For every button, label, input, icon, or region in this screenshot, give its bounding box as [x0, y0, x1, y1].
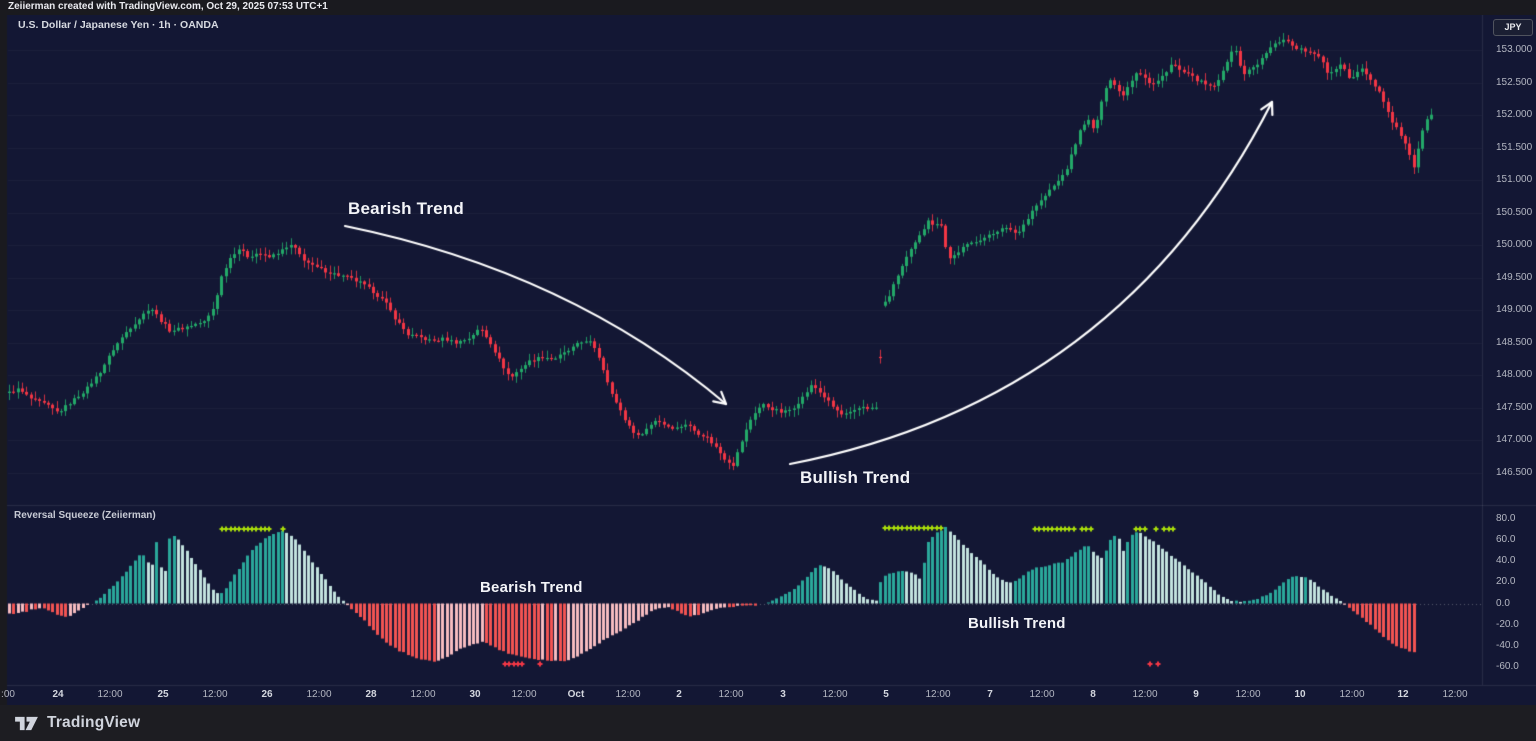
price-tick: 146.500	[1496, 466, 1533, 478]
time-tick: 12:00	[202, 689, 228, 700]
annotation-bullish-trend-main[interactable]: Bullish Trend	[800, 468, 911, 487]
time-tick: 7	[987, 689, 993, 700]
time-tick: 12:00	[925, 689, 951, 700]
time-tick: 12	[1397, 689, 1409, 700]
currency-badge[interactable]: JPY	[1493, 19, 1533, 36]
time-tick: 3	[780, 689, 786, 700]
time-tick: Oct	[567, 689, 585, 700]
indicator-tick: 40.0	[1496, 555, 1516, 566]
symbol-title[interactable]: U.S. Dollar / Japanese Yen · 1h · OANDA	[18, 19, 219, 31]
chart-canvas[interactable]	[0, 15, 1536, 705]
price-tick: 148.000	[1496, 369, 1533, 380]
time-tick: 12:00	[1235, 689, 1261, 700]
price-tick: 150.500	[1496, 206, 1533, 218]
price-tick: 151.500	[1496, 141, 1533, 153]
indicator-tick: -40.0	[1496, 640, 1519, 651]
time-tick: :00	[1, 689, 15, 700]
time-tick: 12:00	[1339, 689, 1365, 700]
time-tick: 8	[1090, 689, 1096, 700]
annotation-bearish-trend-indicator[interactable]: Bearish Trend	[480, 579, 583, 596]
time-tick: 9	[1193, 689, 1199, 700]
time-tick: 12:00	[511, 689, 537, 700]
price-tick: 151.000	[1496, 174, 1533, 185]
indicator-tick: -60.0	[1496, 661, 1519, 673]
annotation-bullish-trend-indicator[interactable]: Bullish Trend	[968, 615, 1066, 632]
indicator-tick: 60.0	[1496, 533, 1516, 545]
indicator-tick: 20.0	[1496, 576, 1516, 588]
indicator-tick: 0.0	[1496, 597, 1510, 609]
time-tick: 12:00	[306, 689, 332, 700]
attribution-text: Zeiierman created with TradingView.com, …	[8, 1, 328, 12]
time-tick: 12:00	[1132, 689, 1158, 700]
time-tick: 5	[883, 689, 889, 700]
annotation-bearish-trend-main[interactable]: Bearish Trend	[348, 199, 464, 218]
price-tick: 147.000	[1496, 434, 1533, 445]
indicator-title[interactable]: Reversal Squeeze (Zeiierman)	[14, 510, 156, 521]
time-tick: 12:00	[615, 689, 641, 700]
price-tick: 150.000	[1496, 239, 1533, 250]
time-tick: 28	[365, 689, 377, 700]
time-tick: 12:00	[97, 689, 123, 700]
attribution-bar: Zeiierman created with TradingView.com, …	[0, 0, 1536, 15]
indicator-tick: 80.0	[1496, 512, 1516, 524]
time-tick: 25	[157, 689, 169, 700]
tradingview-brand-text[interactable]: TradingView	[47, 714, 141, 731]
tradingview-logo-icon[interactable]	[14, 714, 39, 733]
price-tick: 147.500	[1496, 401, 1533, 413]
time-tick: 12:00	[718, 689, 744, 700]
time-tick: 12:00	[410, 689, 436, 700]
price-tick: 148.500	[1496, 336, 1533, 348]
footer-bar: TradingView	[0, 705, 1536, 741]
time-tick: 2	[676, 689, 682, 700]
price-tick: 149.500	[1496, 271, 1533, 283]
time-tick: 26	[261, 689, 273, 700]
price-tick: 149.000	[1496, 304, 1533, 315]
indicator-tick: -20.0	[1496, 618, 1519, 630]
time-tick: 30	[469, 689, 481, 700]
time-tick: 12:00	[1029, 689, 1055, 700]
time-tick: 12:00	[1442, 689, 1468, 700]
time-tick: 10	[1294, 689, 1306, 700]
price-tick: 152.000	[1496, 109, 1533, 120]
price-tick: 153.000	[1496, 44, 1533, 55]
price-tick: 152.500	[1496, 76, 1533, 88]
time-tick: 12:00	[822, 689, 848, 700]
time-tick: 24	[52, 689, 64, 700]
